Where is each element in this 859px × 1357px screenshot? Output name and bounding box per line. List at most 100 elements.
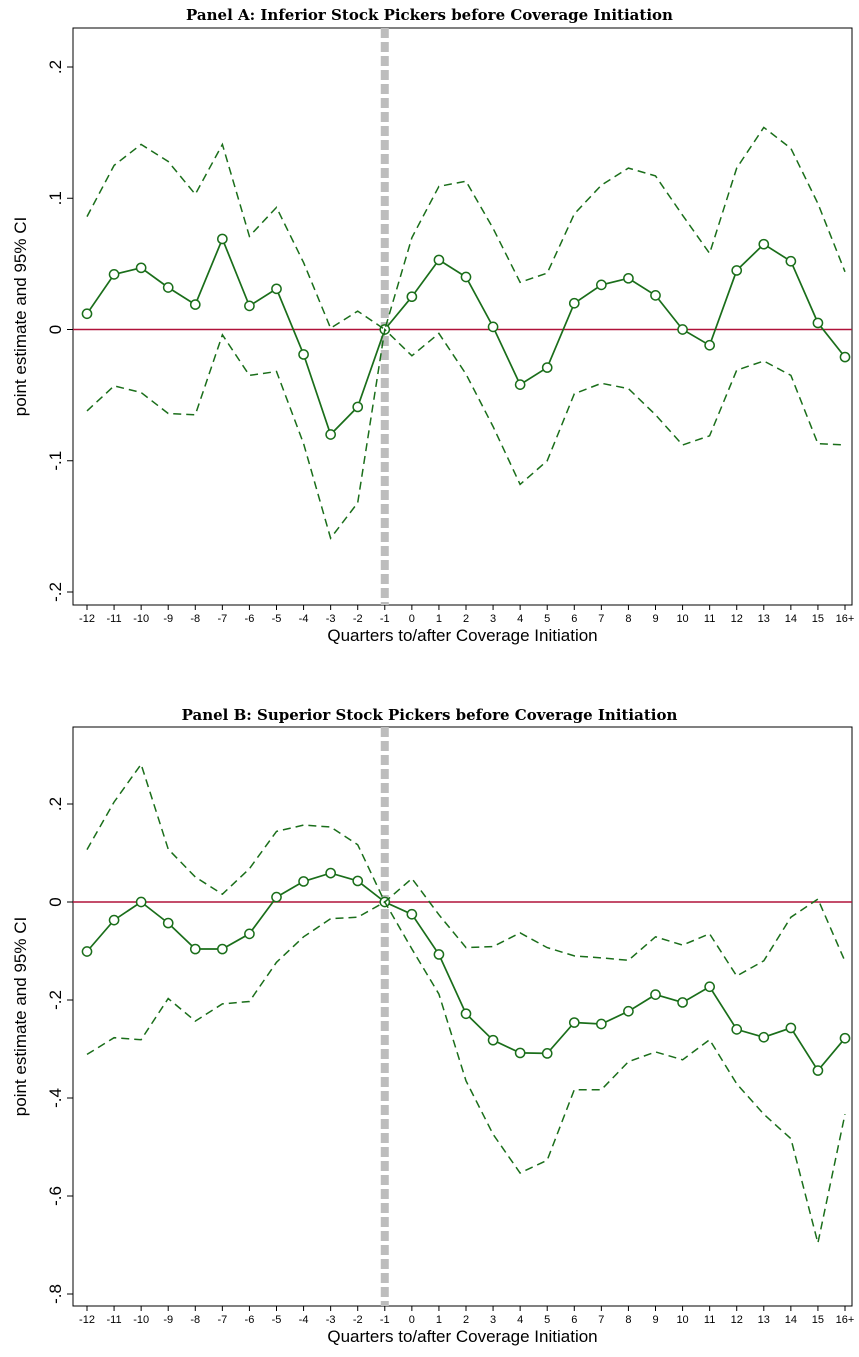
panel-a-point-marker (785, 255, 797, 267)
panel-a-x-tick-label: 8 (625, 613, 631, 625)
panel-b-x-tick-label: -7 (217, 1314, 227, 1326)
panel-b-point-marker (352, 875, 364, 887)
panel-b-plot-frame (72, 726, 853, 1307)
panel-a-title: Panel A: Inferior Stock Pickers before C… (186, 6, 673, 24)
panel-b-x-tick-label: -4 (299, 1314, 309, 1326)
panel-b-x-tick-label: -11 (107, 1314, 122, 1326)
panel-b-point-marker (514, 1047, 526, 1059)
panel-b-point-marker (135, 896, 147, 908)
panel-a-x-tick-label: 12 (731, 613, 743, 625)
panel-b-y-tick-label: -.2 (46, 990, 65, 1010)
panel-a-x-tick-label: 11 (704, 613, 715, 625)
panel-b-point-marker (623, 1005, 634, 1017)
panel-a-point-marker (677, 324, 688, 335)
panel-a-point-marker (433, 254, 445, 266)
panel-b-point-marker (839, 1032, 851, 1044)
panel-b-x-tick-label: 15 (812, 1314, 824, 1326)
panel-b-x-tick-label: 8 (625, 1314, 631, 1326)
panel-a-x-tick-label: 2 (463, 613, 469, 625)
panel-b-point-marker (785, 1022, 797, 1034)
panel-a-x-tick-label: -12 (79, 613, 95, 625)
panel-a-x-tick-label: -9 (163, 613, 173, 625)
panel-b-x-tick-label: -10 (133, 1314, 149, 1326)
panel-a-point-marker (406, 291, 418, 303)
panel-a-x-tick-label: -2 (353, 613, 363, 625)
panel-b-point-marker (217, 943, 228, 955)
panel-b-title: Panel B: Superior Stock Pickers before C… (181, 706, 678, 724)
panel-a-point-marker (271, 283, 282, 295)
panel-a-point-marker (108, 269, 120, 280)
panel-a-x-tick-label: -10 (133, 613, 149, 625)
panel-b-point-marker (81, 946, 93, 957)
panel-b-point-marker (433, 949, 445, 960)
panel-a-x-tick-label: -4 (299, 613, 309, 625)
panel-a-point-marker (460, 271, 472, 283)
panel-b-x-tick-label: 11 (704, 1314, 715, 1326)
panel-b-point-marker (758, 1031, 770, 1043)
panel-a-point-marker (352, 401, 364, 413)
panel-b-point-marker (325, 867, 336, 879)
panel-b-y-tick-label: -.6 (46, 1186, 65, 1206)
panel-a-point-marker (731, 265, 743, 276)
panel-a-point-marker (298, 349, 309, 360)
panel-a-point-marker (596, 279, 607, 291)
panel-b-x-tick-label: 1 (436, 1314, 442, 1326)
panel-b-point-marker (704, 981, 715, 993)
panel-a-x-axis-title: Quarters to/after Coverage Initiation (327, 626, 597, 645)
panel-a-y-tick-label: -.2 (46, 582, 65, 602)
panel-b-x-tick-label: -12 (79, 1314, 95, 1326)
panel-a-x-tick-label: -5 (272, 613, 282, 625)
panel-a-point-marker (812, 317, 824, 329)
panel-b-point-marker (406, 908, 418, 920)
panel-b-x-tick-label: 2 (463, 1314, 469, 1326)
panel-b-y-tick-label: 0 (46, 897, 65, 906)
panel-b-x-tick-label: -6 (245, 1314, 255, 1326)
panel-b-x-tick-label: 6 (571, 1314, 577, 1326)
panel-b-point-marker (298, 876, 309, 887)
panel-a-x-tick-label: 4 (517, 613, 523, 625)
panel-b-point-marker (731, 1024, 743, 1035)
panel-a-x-tick-label: -11 (107, 613, 122, 625)
panel-a-point-marker (623, 272, 634, 284)
panel-b-ci-lower-line (86, 900, 846, 1244)
panel-b-x-tick-label: 7 (598, 1314, 604, 1326)
panel-b-x-tick-label: 14 (785, 1314, 797, 1326)
panel-b-x-tick-label: -3 (326, 1314, 336, 1326)
panel-b-point-marker (271, 891, 282, 903)
panel-a-point-marker (217, 233, 228, 245)
panel-b-point-marker (460, 1008, 472, 1020)
panel-a-point-marker (162, 282, 174, 293)
panel-a-x-tick-label: -7 (217, 613, 227, 625)
panel-a-x-tick-label: 10 (676, 613, 688, 625)
panel-b-x-tick-label: -5 (272, 1314, 282, 1326)
panel-a-x-tick-label: -6 (245, 613, 255, 625)
panel-a-x-tick-label: -1 (380, 613, 390, 625)
panel-a-y-tick-label: 0 (46, 325, 65, 334)
panel-a-point-marker (839, 351, 851, 363)
panel-b-point-marker (541, 1048, 553, 1059)
panel-b-x-tick-label: 16+ (836, 1314, 855, 1326)
panel-b-point-marker (108, 914, 120, 926)
panel-a-x-tick-label: 13 (758, 613, 770, 625)
panel-b-point-marker (812, 1065, 824, 1076)
panel-a-chart: -.2-.10.1.2-12 -11 -10 -9 -8 -7 -6 -5 -4 -3 -2 -1 0 1… (11, 27, 854, 645)
panel-a-y-axis-title: point estimate and 95% CI (11, 217, 30, 416)
panel-b-point-marker (189, 943, 201, 955)
panel-a-x-tick-label: -3 (326, 613, 336, 625)
panel-a-point-marker (135, 262, 147, 274)
panel-b-x-tick-label: -1 (380, 1314, 390, 1326)
panel-a-x-tick-label: -8 (190, 613, 200, 625)
panel-a-ci-lower-line (86, 327, 846, 540)
panel-a-plot-frame (72, 27, 853, 606)
panel-a-x-tick-label: 6 (571, 613, 577, 625)
panel-a-point-marker (650, 290, 661, 301)
panel-b-point-marker (568, 1017, 580, 1028)
panel-b-x-axis-title: Quarters to/after Coverage Initiation (327, 1327, 597, 1346)
panel-a-y-tick-label: -.1 (46, 451, 65, 471)
panel-a-point-marker (541, 362, 553, 373)
panel-a-point-marker (487, 321, 499, 333)
panel-b-y-tick-label: -.4 (46, 1088, 65, 1108)
panel-a-y-tick-label: .1 (46, 191, 65, 205)
panel-a-point-marker (325, 429, 336, 440)
